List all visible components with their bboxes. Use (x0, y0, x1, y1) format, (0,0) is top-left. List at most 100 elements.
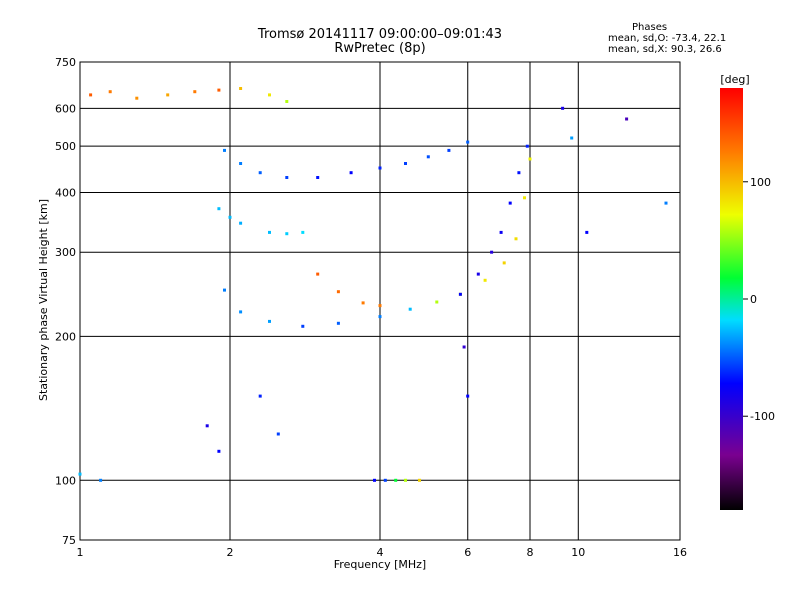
x-tick-label: 2 (227, 546, 234, 559)
data-point (223, 148, 226, 152)
x-tick-label: 4 (377, 546, 384, 559)
data-point (99, 478, 103, 482)
data-point (508, 201, 512, 205)
y-tick-label: 300 (55, 246, 76, 259)
data-point (228, 215, 232, 219)
data-point (383, 478, 387, 482)
data-point (664, 201, 668, 205)
y-tick-label: 100 (55, 474, 76, 487)
data-point (276, 432, 280, 436)
data-point (268, 93, 271, 97)
data-point (349, 171, 353, 175)
data-point (239, 221, 243, 225)
data-point (89, 93, 93, 97)
data-point (499, 230, 503, 234)
data-point (361, 301, 365, 305)
data-point (239, 310, 243, 314)
data-point (418, 478, 421, 482)
data-point (336, 321, 340, 325)
data-point (502, 261, 506, 265)
data-point (435, 300, 439, 304)
data-point (78, 472, 82, 476)
axis-ticks: 1 2 4 6 8 10 16 75 100 200 300 400 500 600 750 (55, 56, 687, 559)
data-point (258, 171, 262, 175)
data-point (166, 93, 170, 97)
data-point (285, 176, 289, 179)
data-point (523, 196, 526, 200)
x-tick-label: 10 (571, 546, 585, 559)
data-point (301, 324, 305, 328)
data-point (447, 148, 451, 152)
colorbar-tick-label: -100 (750, 410, 775, 423)
data-point (585, 230, 589, 234)
phases-heading: Phases (632, 22, 668, 33)
x-tick-label: 16 (673, 546, 687, 559)
data-point (301, 230, 305, 234)
data-point (466, 394, 470, 398)
data-point (223, 288, 226, 292)
data-point (466, 140, 470, 144)
data-point (394, 478, 398, 482)
data-point (426, 155, 430, 159)
data-point (205, 424, 209, 428)
data-point (404, 162, 407, 165)
data-point (483, 278, 487, 282)
data-point (217, 88, 221, 92)
data-point (625, 117, 629, 121)
data-point (490, 250, 494, 254)
y-tick-label: 750 (55, 56, 76, 69)
data-points (78, 87, 668, 482)
data-point (408, 307, 412, 311)
data-point (108, 90, 112, 94)
data-point (476, 272, 480, 276)
x-tick-label: 6 (464, 546, 471, 559)
data-point (316, 272, 320, 276)
x-tick-label: 1 (77, 546, 84, 559)
data-point (258, 394, 262, 398)
data-point (378, 315, 382, 319)
data-point (514, 237, 518, 241)
data-point (268, 319, 271, 323)
chart-title: Tromsø 20141117 09:00:00–09:01:43 (257, 27, 503, 42)
data-point (378, 304, 382, 308)
data-point (378, 166, 382, 170)
x-axis-label: Frequency [MHz] (334, 558, 426, 571)
data-point (239, 162, 243, 165)
colorbar-tick-label: 0 (750, 293, 757, 306)
x-tick-label: 8 (527, 546, 534, 559)
chart-subtitle: RwPretec (8p) (334, 41, 426, 56)
y-tick-label: 400 (55, 186, 76, 199)
phases-x-stats: mean, sd,X: 90.3, 26.6 (608, 44, 722, 55)
y-tick-label: 200 (55, 330, 76, 343)
data-point (316, 176, 320, 179)
y-tick-label: 600 (55, 102, 76, 115)
data-point (285, 232, 289, 236)
phases-o-stats: mean, sd,O: -73.4, 22.1 (608, 33, 727, 44)
data-point (285, 100, 289, 103)
data-point (268, 230, 271, 234)
data-point (528, 157, 532, 161)
data-point (517, 171, 521, 175)
y-tick-label: 75 (62, 534, 76, 547)
colorbar-tick-label: 100 (750, 176, 771, 189)
data-point (217, 449, 221, 453)
colorbar-label: [deg] (720, 73, 749, 86)
data-point (373, 478, 376, 482)
data-point (458, 292, 462, 296)
data-point (135, 96, 139, 100)
data-point (336, 290, 340, 294)
data-point (404, 478, 407, 482)
data-point (193, 90, 197, 94)
colorbar (720, 88, 743, 510)
data-point (217, 207, 221, 211)
data-point (525, 144, 529, 148)
data-point (239, 87, 243, 90)
y-tick-label: 500 (55, 140, 76, 153)
y-axis-label: Stationary phase Virtual Height [km] (37, 199, 50, 401)
data-point (462, 345, 466, 349)
data-point (570, 136, 574, 140)
grid-lines (80, 62, 680, 540)
data-point (561, 106, 565, 110)
colorbar-ticks: 100 0 -100 (743, 176, 775, 423)
